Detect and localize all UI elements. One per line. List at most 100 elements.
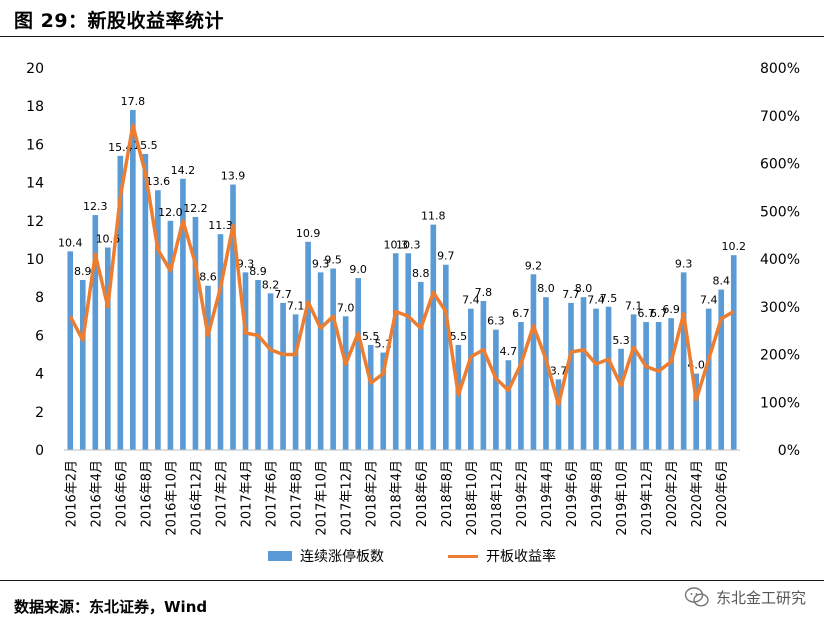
bar-label: 7.4 xyxy=(462,294,480,307)
bar xyxy=(79,280,86,450)
bar xyxy=(618,348,624,450)
bar-label: 7.4 xyxy=(700,294,718,307)
bar-label: 5.3 xyxy=(612,334,630,347)
x-tick-label: 2016年8月 xyxy=(139,460,154,527)
bar xyxy=(468,308,474,450)
bar xyxy=(693,373,700,450)
bar-label: 10.3 xyxy=(383,238,408,251)
x-tick-label: 2017年12月 xyxy=(340,460,355,536)
x-tick-label: 2019年2月 xyxy=(515,460,530,527)
bar-label: 9.7 xyxy=(437,250,455,263)
bar-label: 9.3 xyxy=(312,257,330,270)
line-path xyxy=(68,123,735,407)
bar xyxy=(530,274,537,450)
bar xyxy=(493,329,499,450)
right-tick-label: 400% xyxy=(760,252,800,268)
bar xyxy=(392,253,399,450)
left-tick-label: 12 xyxy=(26,214,44,230)
x-tick-label: 2019年8月 xyxy=(590,460,605,527)
x-tick-label: 2018年2月 xyxy=(365,460,380,527)
left-tick-label: 4 xyxy=(35,367,44,383)
bar xyxy=(405,253,412,450)
bar xyxy=(730,255,737,450)
bar-label: 13.9 xyxy=(221,170,246,183)
bar xyxy=(180,178,186,450)
x-tick-label: 2016年2月 xyxy=(64,460,79,527)
bar-label: 15.4 xyxy=(108,141,133,154)
legend-bar-label: 连续涨停板数 xyxy=(300,549,384,565)
chart-title: 图 29：新股收益率统计 xyxy=(14,10,225,32)
bar xyxy=(292,314,299,450)
x-tick-label: 2019年12月 xyxy=(640,460,655,536)
right-tick-label: 700% xyxy=(760,109,800,125)
bar xyxy=(442,264,449,450)
right-tick-label: 600% xyxy=(760,157,800,173)
legend-item-line: 开板收益率 xyxy=(448,546,556,566)
legend: 连续涨停板数 开板收益率 xyxy=(0,546,824,566)
bar xyxy=(643,322,649,450)
bar xyxy=(593,308,599,450)
bar-label: 11.3 xyxy=(208,219,233,232)
x-tick-label: 2017年4月 xyxy=(240,460,255,527)
bar xyxy=(117,155,124,451)
right-tick-label: 500% xyxy=(760,204,800,220)
bar xyxy=(705,308,712,450)
bar xyxy=(217,234,224,450)
bar-label: 5.5 xyxy=(450,330,468,343)
bar xyxy=(317,272,324,450)
bar-label: 8.8 xyxy=(412,267,430,280)
watermark-text: 东北金工研究 xyxy=(715,588,806,607)
x-tick-label: 2016年4月 xyxy=(89,460,104,527)
top-rule xyxy=(0,36,824,37)
bar xyxy=(167,220,174,450)
bar-label: 7.0 xyxy=(337,301,355,314)
bar xyxy=(417,281,424,450)
bar-label: 8.9 xyxy=(249,265,267,278)
right-axis-ticks: 0% 100% 200% 300% 400% 500% 600% 700% 800% xyxy=(760,61,800,459)
bar-label: 12.2 xyxy=(183,202,208,215)
bar xyxy=(580,297,587,450)
bottom-rule xyxy=(0,580,824,581)
bar-label: 8.0 xyxy=(575,282,593,295)
bar-label: 5.5 xyxy=(362,330,380,343)
bar-label: 12.3 xyxy=(83,200,108,213)
bar xyxy=(555,379,562,450)
left-tick-label: 0 xyxy=(35,443,44,459)
bar xyxy=(480,301,487,450)
x-tick-label: 2018年12月 xyxy=(490,460,505,536)
bar-label: 7.4 xyxy=(587,294,605,307)
bar xyxy=(104,247,111,450)
bar-label: 9.3 xyxy=(237,257,255,270)
bar-label: 12.0 xyxy=(158,206,183,219)
x-tick-label: 2017年6月 xyxy=(265,460,280,527)
bar xyxy=(655,322,662,450)
bar-label: 8.2 xyxy=(262,278,280,291)
bar-label: 8.6 xyxy=(199,271,217,284)
x-tick-label: 2017年10月 xyxy=(315,460,330,536)
bar xyxy=(205,285,211,450)
bar xyxy=(680,272,687,450)
x-tick-label: 2018年6月 xyxy=(415,460,430,527)
legend-item-bars: 连续涨停板数 xyxy=(268,546,384,566)
bar xyxy=(92,215,99,450)
bar xyxy=(130,110,136,451)
left-tick-label: 10 xyxy=(26,252,44,268)
source-note: 数据来源：东北证券，Wind xyxy=(14,598,208,616)
bar-label: 4.7 xyxy=(500,345,518,358)
bar-label: 7.7 xyxy=(274,288,292,301)
x-tick-label: 2018年10月 xyxy=(465,460,480,536)
left-tick-label: 18 xyxy=(26,99,44,115)
left-tick-label: 8 xyxy=(35,290,44,306)
bar xyxy=(330,268,336,450)
line-series xyxy=(68,123,735,407)
bar xyxy=(230,184,236,450)
bar-label: 7.1 xyxy=(287,299,305,312)
x-axis-ticks: 2016年2月 2016年4月 2016年6月 2016年8月 2016年10月 2016… xyxy=(64,460,730,536)
legend-line-swatch xyxy=(448,554,478,558)
x-tick-label: 2020年6月 xyxy=(715,460,730,527)
right-tick-label: 300% xyxy=(760,300,800,316)
bar xyxy=(367,344,374,450)
bar xyxy=(142,153,149,450)
bar-label: 6.7 xyxy=(637,307,655,320)
